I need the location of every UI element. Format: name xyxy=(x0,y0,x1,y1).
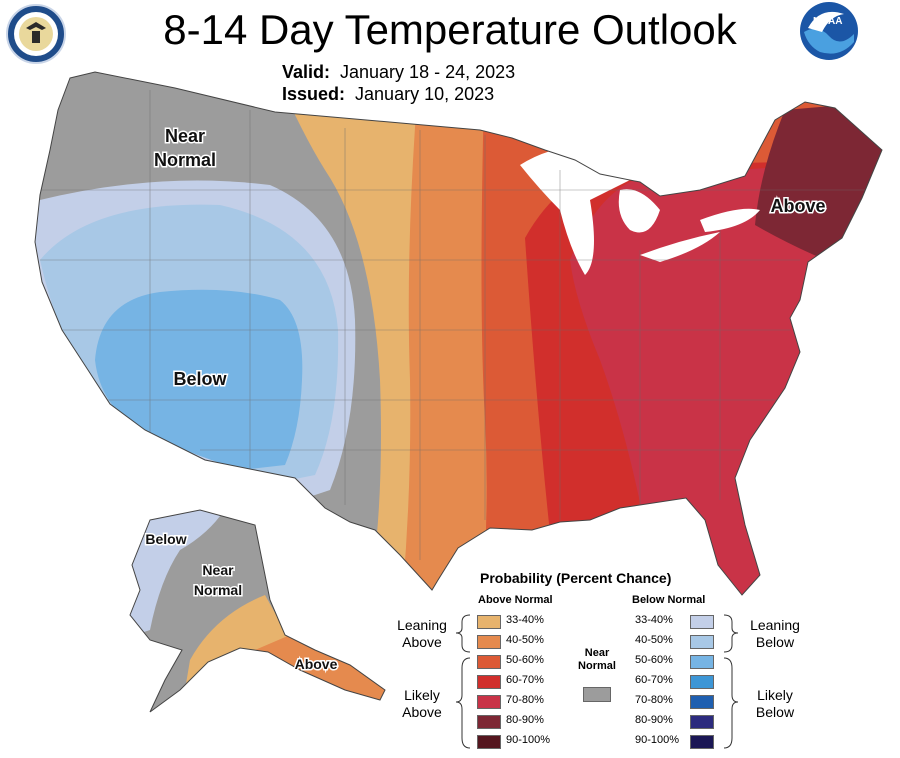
legend-above-swatch xyxy=(477,675,501,689)
legend-near-normal: Near Normal xyxy=(572,647,622,673)
legend-below-swatch xyxy=(690,735,714,749)
legend-above-label: 80-90% xyxy=(506,714,544,726)
legend-leaning-above: Leaning Above xyxy=(392,617,452,651)
label-below: Below xyxy=(173,369,227,389)
ak-label-near-normal-line1: Near xyxy=(202,562,234,578)
legend-likely-below-line1: Likely xyxy=(757,687,793,703)
page-title: 8-14 Day Temperature Outlook xyxy=(163,6,737,53)
conus-outline xyxy=(34,71,883,596)
legend-above-swatch xyxy=(477,715,501,729)
legend-above-label: 40-50% xyxy=(506,634,544,646)
legend-above-swatch xyxy=(477,695,501,709)
great-lakes xyxy=(520,147,760,275)
legend-likely-above: Likely Above xyxy=(392,687,452,721)
legend-near-normal-line2: Normal xyxy=(578,660,616,672)
legend-leaning-above-line1: Leaning xyxy=(397,617,447,633)
zone-below-50-60 xyxy=(95,289,303,470)
legend-below-label: 80-90% xyxy=(635,714,673,726)
legend-likely-above-line1: Likely xyxy=(404,687,440,703)
ak-label-near-normal-line2: Normal xyxy=(194,582,242,598)
alaska-outline xyxy=(129,509,386,713)
valid-label: Valid: xyxy=(282,62,331,82)
commerce-seal-icon xyxy=(6,4,66,64)
label-above: Above xyxy=(770,196,825,216)
legend-above-label: 90-100% xyxy=(506,734,551,746)
ak-label-above: Above xyxy=(295,656,338,672)
issued-line: Issued: January 10, 2023 xyxy=(282,84,494,105)
brace-likely-below xyxy=(723,657,739,749)
legend-below-label: 70-80% xyxy=(635,694,673,706)
legend-above-label: 60-70% xyxy=(506,674,544,686)
legend-above-swatch xyxy=(477,615,501,629)
legend-below-swatch xyxy=(690,675,714,689)
brace-leaning-above xyxy=(455,614,471,653)
legend-above-label: 33-40% xyxy=(506,614,544,626)
legend-above-label: 50-60% xyxy=(506,654,544,666)
legend-leaning-above-line2: Above xyxy=(402,634,442,650)
legend-below-swatch xyxy=(690,695,714,709)
ak-zone-below-33-40 xyxy=(130,510,230,640)
legend-below-swatch xyxy=(690,615,714,629)
legend-below-label: 90-100% xyxy=(635,734,680,746)
legend-leaning-below-line1: Leaning xyxy=(750,617,800,633)
legend-near-normal-swatch xyxy=(583,687,611,702)
legend-likely-above-line2: Above xyxy=(402,704,442,720)
legend-below-swatch xyxy=(690,655,714,669)
legend-below-header: Below Normal xyxy=(632,594,706,606)
legend-above-swatch xyxy=(477,655,501,669)
legend-below-label: 33-40% xyxy=(635,614,673,626)
legend-below-label: 50-60% xyxy=(635,654,673,666)
legend-above-label: 70-80% xyxy=(506,694,544,706)
legend-below-label: 40-50% xyxy=(635,634,673,646)
legend-above-swatch xyxy=(477,635,501,649)
issued-value: January 10, 2023 xyxy=(355,84,495,104)
legend-below-label: 60-70% xyxy=(635,674,673,686)
label-near-normal-line1: Near xyxy=(165,126,205,146)
state-borders xyxy=(40,90,880,560)
legend-leaning-below-line2: Below xyxy=(755,634,795,650)
valid-line: Valid: January 18 - 24, 2023 xyxy=(282,62,515,83)
legend-above-swatch xyxy=(477,735,501,749)
legend-below-swatch xyxy=(690,635,714,649)
legend-title: Probability (Percent Chance) xyxy=(480,570,672,586)
legend-below-swatch xyxy=(690,715,714,729)
legend-above-header: Above Normal xyxy=(478,594,553,606)
legend-likely-below-line2: Below xyxy=(755,704,795,720)
legend-near-normal-line1: Near xyxy=(584,647,610,659)
legend-likely-below: Likely Below xyxy=(742,687,808,721)
noaa-logo-icon: NOAA xyxy=(800,2,858,60)
valid-value: January 18 - 24, 2023 xyxy=(340,62,516,82)
ak-label-below: Below xyxy=(145,531,186,547)
legend-leaning-below: Leaning Below xyxy=(742,617,808,651)
issued-label: Issued: xyxy=(282,84,346,104)
brace-leaning-below xyxy=(723,614,739,653)
brace-likely-above xyxy=(455,657,471,749)
noaa-logo-text: NOAA xyxy=(813,16,843,27)
label-near-normal-line2: Normal xyxy=(154,150,216,170)
